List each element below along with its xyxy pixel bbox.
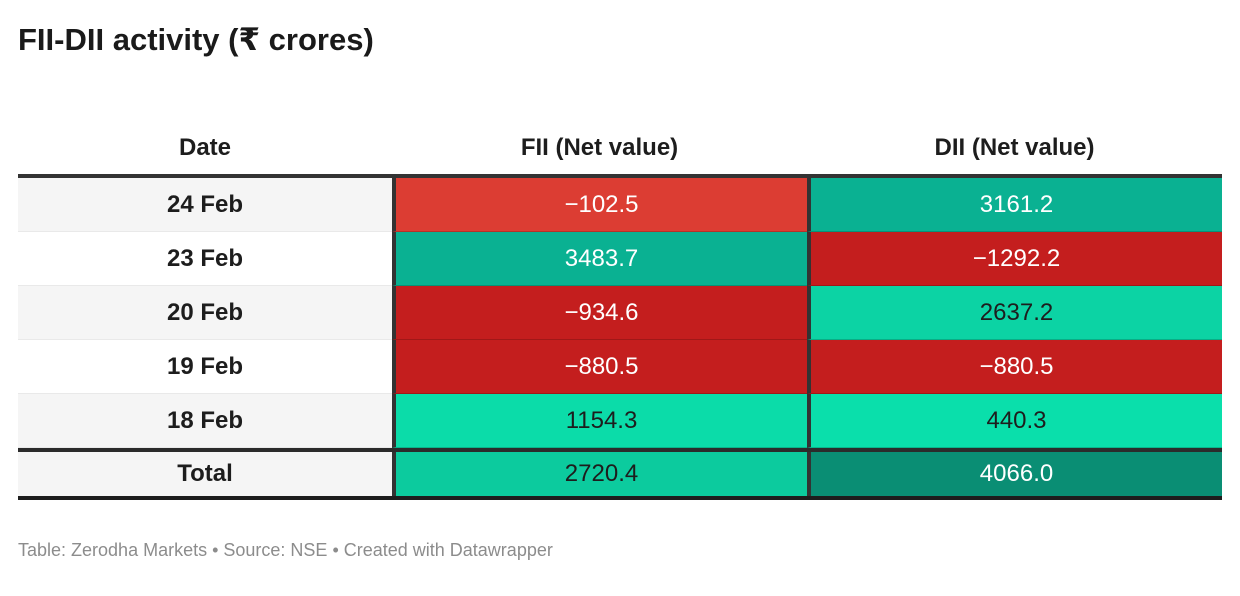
date-cell: 18 Feb (18, 394, 392, 448)
date-cell: 24 Feb (18, 178, 392, 232)
date-cell: 19 Feb (18, 340, 392, 394)
datawrapper-table-page: FII-DII activity (₹ crores) Date FII (Ne… (0, 20, 1240, 561)
page-title: FII-DII activity (₹ crores) (18, 22, 374, 57)
table-row: 19 Feb −880.5 −880.5 (18, 340, 1222, 394)
fii-total-cell: 2720.4 (392, 452, 807, 496)
table-header-row: Date FII (Net value) DII (Net value) (18, 122, 1222, 178)
dii-value-cell: −1292.2 (807, 232, 1222, 286)
column-header-date: Date (178, 134, 232, 161)
fii-value-cell: −102.5 (392, 178, 807, 232)
dii-value-cell: −880.5 (807, 340, 1222, 394)
fii-value-cell: −934.6 (392, 286, 807, 340)
attribution-footer: Table: Zerodha Markets • Source: NSE • C… (18, 540, 553, 560)
dii-total-cell: 4066.0 (807, 452, 1222, 496)
column-header-fii: FII (Net value) (520, 134, 679, 161)
table-row: 23 Feb 3483.7 −1292.2 (18, 232, 1222, 286)
table-row: 20 Feb −934.6 2637.2 (18, 286, 1222, 340)
table-total-row: Total 2720.4 4066.0 (18, 448, 1222, 500)
table-row: 24 Feb −102.5 3161.2 (18, 178, 1222, 232)
dii-value-cell: 440.3 (807, 394, 1222, 448)
fii-value-cell: 3483.7 (392, 232, 807, 286)
dii-value-cell: 3161.2 (807, 178, 1222, 232)
fii-value-cell: −880.5 (392, 340, 807, 394)
table-row: 18 Feb 1154.3 440.3 (18, 394, 1222, 448)
fii-value-cell: 1154.3 (392, 394, 807, 448)
date-cell: 20 Feb (18, 286, 392, 340)
fii-dii-table: Date FII (Net value) DII (Net value) 24 … (18, 122, 1222, 500)
column-header-dii: DII (Net value) (934, 134, 1095, 161)
dii-value-cell: 2637.2 (807, 286, 1222, 340)
total-label-cell: Total (18, 452, 392, 496)
date-cell: 23 Feb (18, 232, 392, 286)
